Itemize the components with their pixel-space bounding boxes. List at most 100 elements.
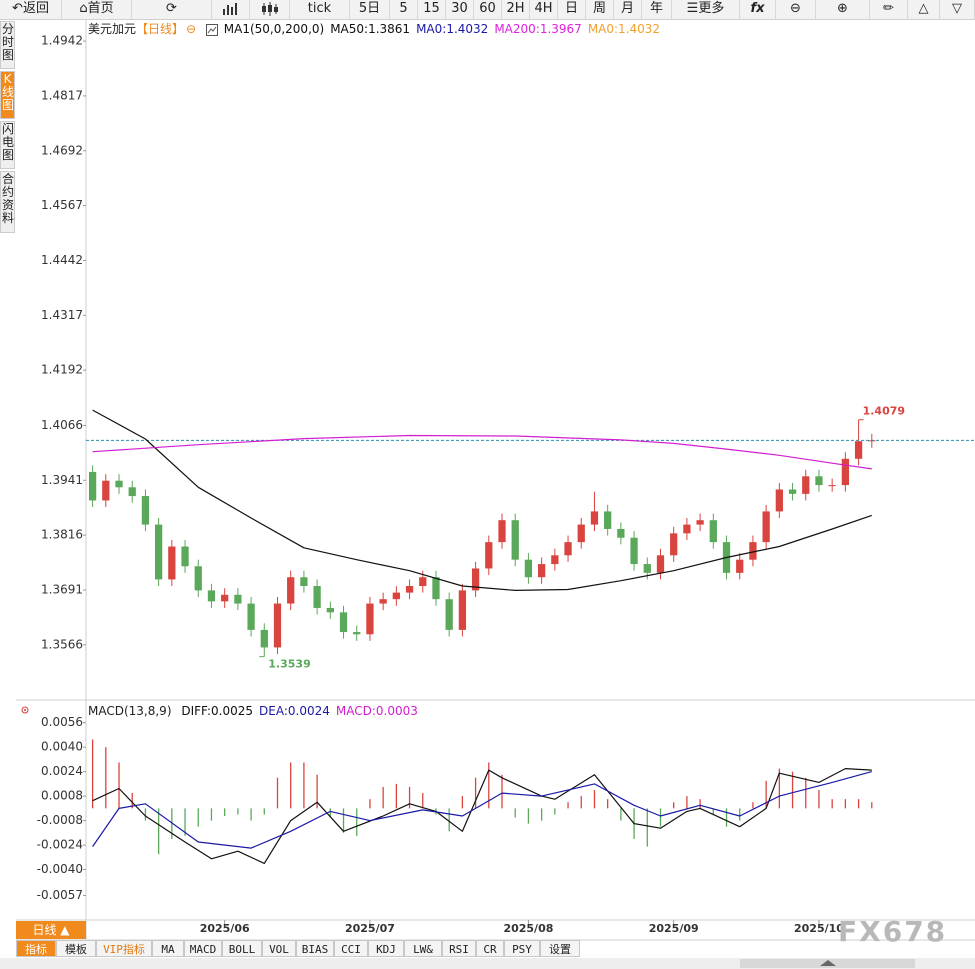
indicator-tab[interactable]: BOLL [222,940,262,957]
candle-body [524,559,533,578]
y-tick-label: 0.0056 [41,715,83,729]
macd-icon [21,706,29,714]
y-tick-label: -0.0040 [37,862,83,876]
expand-button[interactable]: ▽ [940,0,975,19]
candle-body [749,542,757,560]
period-day[interactable]: 日 [558,0,586,19]
zoom-out-button[interactable]: ⊖ [776,0,816,19]
candle-body [828,485,836,487]
indicator-tab[interactable]: CCI [334,940,368,957]
y-tick-label: 1.4066 [41,418,83,432]
collapse-button[interactable]: △ [908,0,940,19]
icon [261,1,278,16]
period-button[interactable]: 日线 ▲ [16,921,86,939]
y-tick-label: 1.4817 [41,88,83,102]
candle-body [194,566,202,591]
period-2h[interactable]: 2H [502,0,530,19]
candle-body [247,603,255,630]
home-button[interactable]: ⌂首页 [62,0,132,19]
candle-body [221,594,229,602]
high-label: 1.4079 [863,405,905,418]
y-tick-label: 0.0008 [41,789,83,803]
candle-body [617,528,625,538]
candle-body [564,542,572,556]
candle-body [656,555,665,573]
side-tab-active[interactable]: K线图 [0,71,15,119]
y-tick-label: 1.4692 [41,143,83,157]
y-tick-label: 1.4942 [41,34,83,48]
more-button[interactable]: ☰更多 [672,0,740,19]
y-tick-label: 1.4192 [41,363,83,377]
period-30[interactable]: 30 [446,0,474,19]
toggle-icon[interactable]: ⊖ [186,22,197,36]
zoom-in-button[interactable]: ⊕ [816,0,870,19]
candle-body [775,489,783,512]
candle-body [273,603,282,648]
indicator-tab[interactable]: MA [152,940,184,957]
y-tick-label: 1.4317 [41,308,83,322]
candle-type-button[interactable] [250,0,290,19]
indicator-tab[interactable]: KDJ [368,940,404,957]
candle-body [445,599,453,630]
indicator-tab[interactable]: RSI [442,940,476,957]
indicator-line [92,771,872,849]
candle-body [234,594,242,604]
price-panel: 1.4942 1.4817 1.4692 1.4567 1.4442 1.4317 1.41… [41,34,975,671]
macd-panel: 0.0056 0.0040 0.0024 0.0008 -0.0008 -0.0024 -0… [37,715,873,902]
candle-body [762,511,770,543]
legend-entry: MA200:1.3967 [494,22,582,36]
indicator-tab[interactable]: 设置 [540,940,580,957]
icon [222,2,237,15]
candle-body [300,577,308,587]
candle-body [802,476,810,494]
y-tick-label: -0.0024 [37,838,83,852]
indicator-tab[interactable]: VOL [262,940,296,957]
candle-body [788,489,797,494]
x-tick-label: 2025/09 [649,922,699,935]
toolbar: ↶返回 ⌂首页 ⟳ tick 5日 5 15 30 60 2H 4H 日 周 月… [0,0,975,20]
indicator-line [92,434,872,470]
indicator-tab[interactable]: VIP指标 [96,940,152,957]
candle-body [353,632,361,635]
indicator-tab[interactable]: BIAS [296,940,334,957]
y-tick-label: 1.4567 [41,198,83,212]
indicator-tab[interactable]: 指标 [16,940,56,957]
indicator-tab[interactable]: CR [476,940,504,957]
period-tick[interactable]: tick [290,0,350,19]
draw-button[interactable]: ✏ [870,0,908,19]
period-15[interactable]: 15 [418,0,446,19]
indicator-tab[interactable]: MACD [184,940,222,957]
scrollbar[interactable] [0,958,975,969]
period-4h[interactable]: 4H [530,0,558,19]
candle-body [287,577,295,604]
scroll-arrow [820,960,836,966]
period-month[interactable]: 月 [614,0,642,19]
period-60[interactable]: 60 [474,0,502,19]
legend-entry: MA0:1.4032 [416,22,489,36]
back-button[interactable]: ↶返回 [0,0,62,19]
candle-body [207,590,216,602]
period-year[interactable]: 年 [642,0,672,19]
period-5d[interactable]: 5日 [350,0,390,19]
candle-body [670,533,678,556]
refresh-button[interactable]: ⟳ [132,0,212,19]
indicator-tab[interactable]: LW& [404,940,442,957]
legend-entry: MA1(50,0,200,0) [223,22,325,36]
legend-entry: DIFF:0.0025 [181,704,254,718]
side-tab[interactable]: 合约资料 [0,171,15,233]
side-tab[interactable]: 闪电图 [0,121,15,169]
formula-button[interactable]: fx [740,0,776,19]
candle-body [511,520,519,560]
legend-entry: MACD:0.0003 [335,704,418,718]
candle-body [815,476,823,486]
x-tick-label: 2025/08 [503,922,553,935]
period-week[interactable]: 周 [586,0,614,19]
indicator-tab[interactable]: PSY [504,940,540,957]
candle-body [339,612,348,633]
period-5[interactable]: 5 [390,0,418,19]
indicator-tab[interactable]: 模板 [56,940,96,957]
chart-type-button[interactable] [212,0,250,19]
side-tab[interactable]: 分时图 [0,21,15,69]
